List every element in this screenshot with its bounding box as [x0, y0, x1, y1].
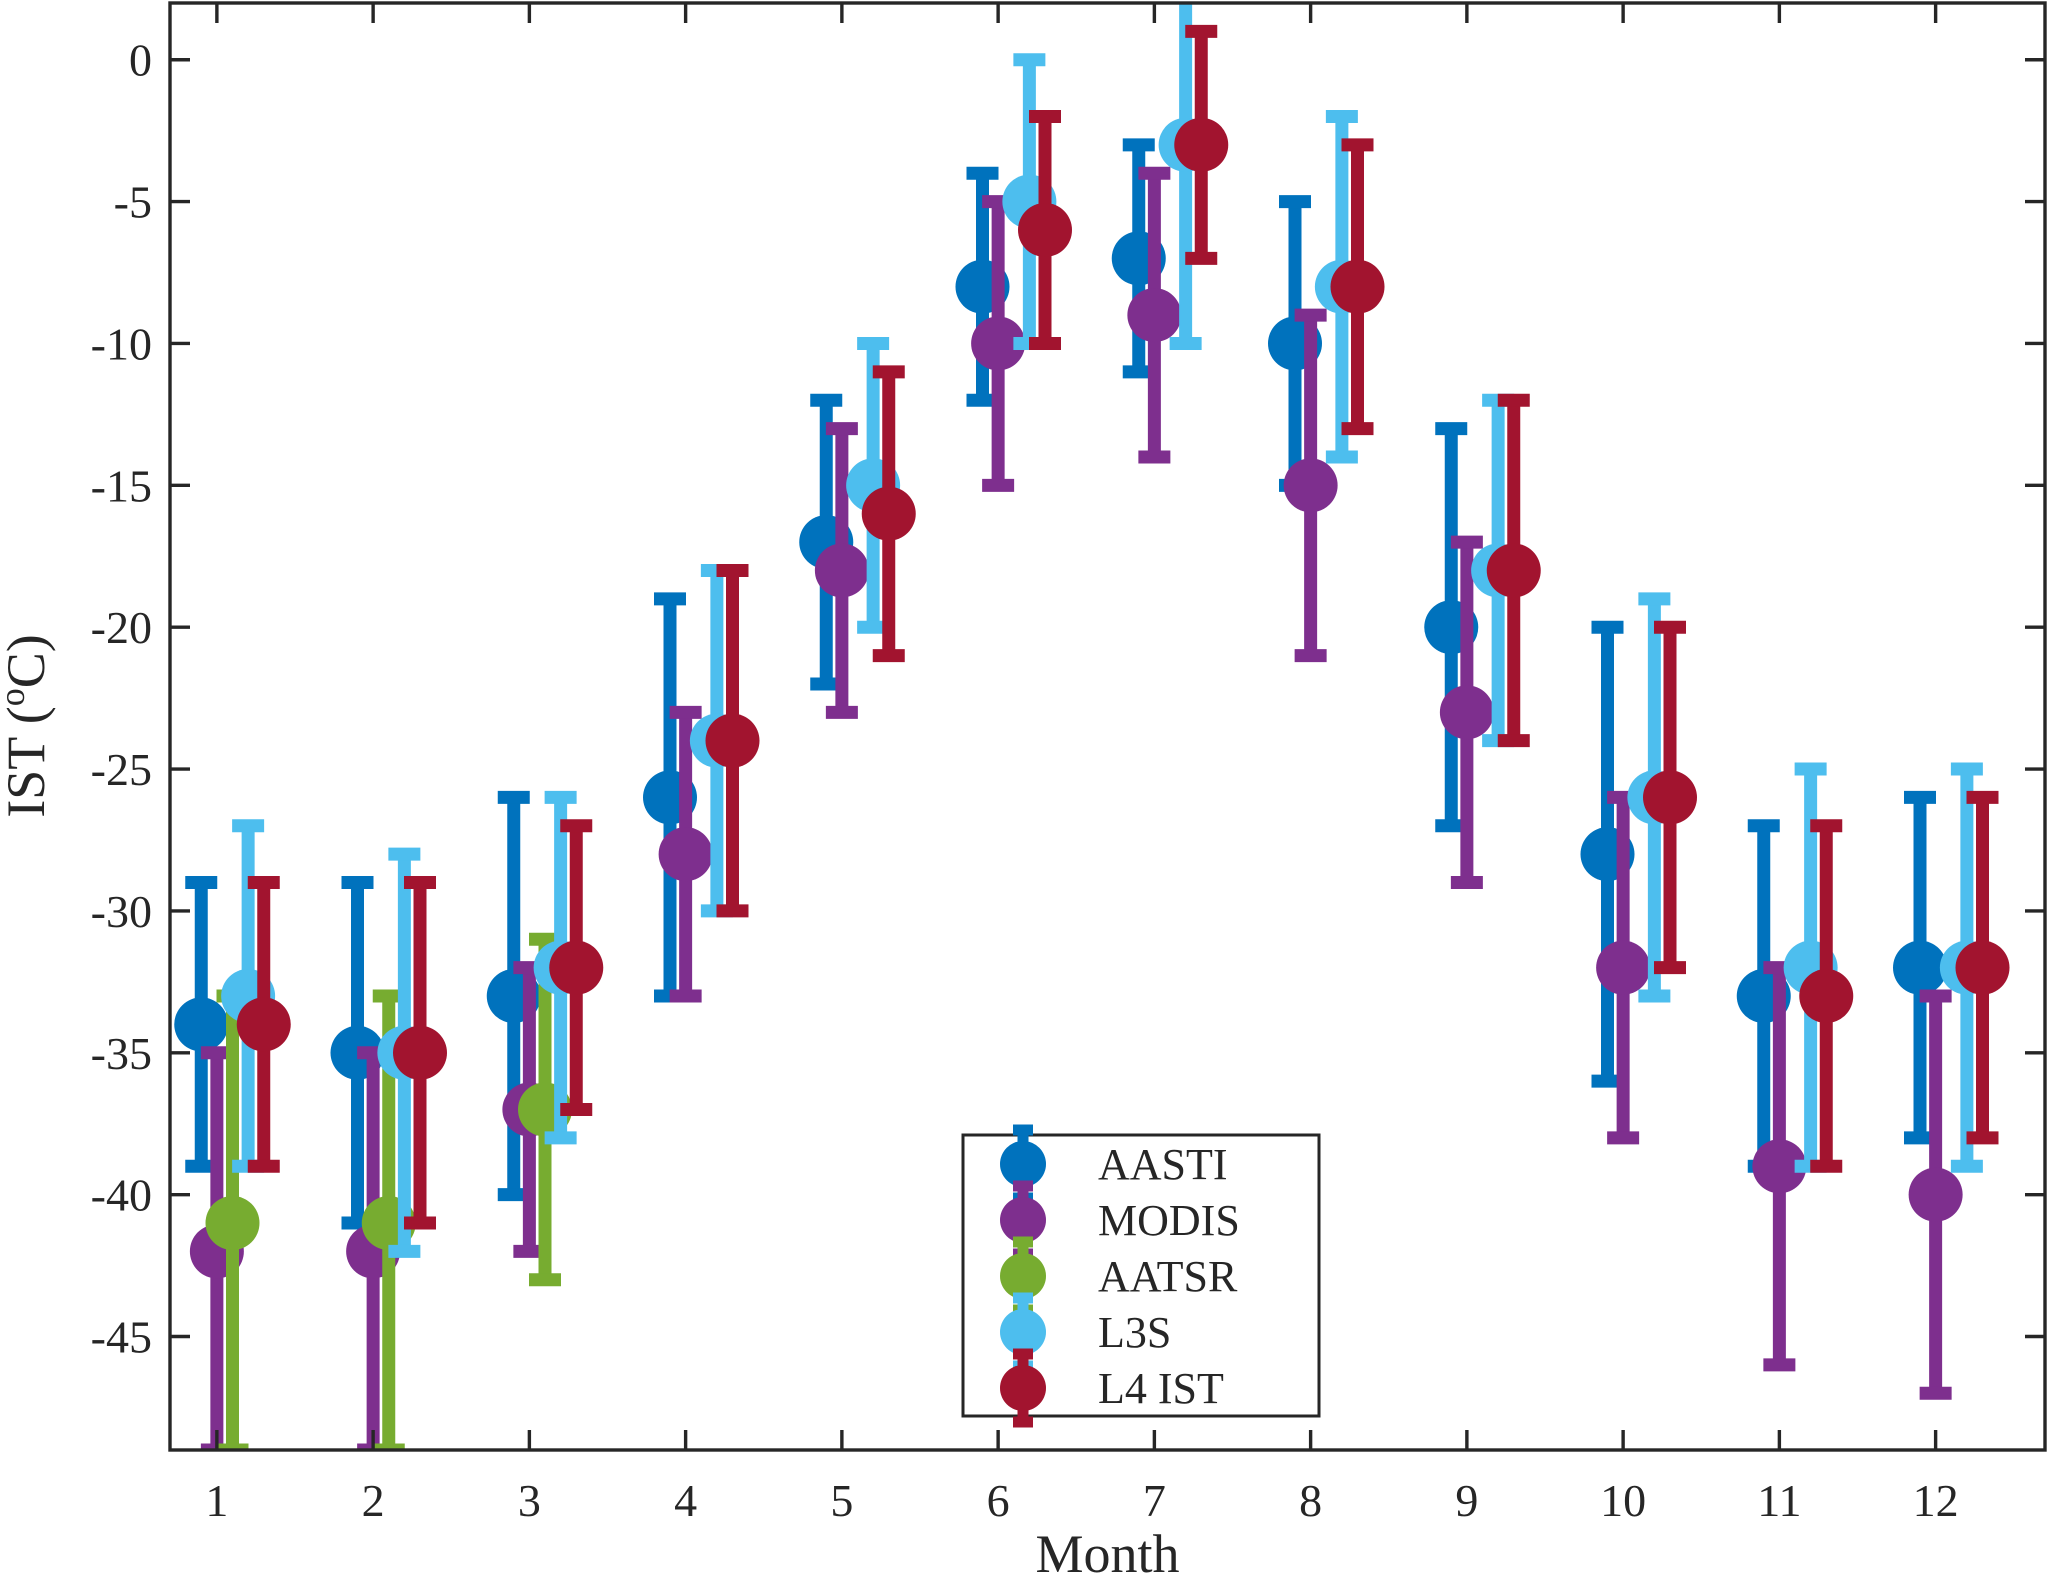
data-point [236, 997, 291, 1052]
legend-marker [1000, 1197, 1046, 1243]
x-tick-label: 7 [1143, 1475, 1166, 1526]
legend-entry: L4 IST [1000, 1348, 1224, 1428]
data-point [1283, 458, 1338, 513]
y-tick-label: -10 [91, 318, 152, 369]
data-point [1643, 770, 1697, 825]
data-point [1330, 259, 1385, 314]
legend-marker [1000, 1253, 1046, 1299]
x-tick-label: 4 [674, 1475, 697, 1526]
y-tick-label: -5 [114, 177, 152, 228]
plot-area [174, 3, 2010, 1450]
plot-border [168, 1, 2047, 1452]
x-tick-label: 5 [830, 1475, 853, 1526]
data-point [1127, 288, 1182, 343]
x-axis-label: Month [1035, 1524, 1179, 1582]
x-tick-label: 2 [362, 1475, 385, 1526]
series-aasti [174, 138, 1947, 1230]
data-point [861, 486, 916, 541]
data-point [1486, 543, 1541, 598]
x-tick-label: 3 [518, 1475, 541, 1526]
x-tick-label: 12 [1913, 1475, 1959, 1526]
x-tick-label: 9 [1455, 1475, 1478, 1526]
legend-entry: AASTI [1000, 1124, 1228, 1204]
legend-marker [1000, 1365, 1046, 1411]
legend-marker [1000, 1141, 1046, 1187]
x-tick-label: 1 [205, 1475, 228, 1526]
x-tick-label: 10 [1600, 1475, 1646, 1526]
data-point [205, 1196, 260, 1251]
data-point [1018, 202, 1072, 257]
y-tick-label: -20 [91, 602, 152, 653]
legend-entry: MODIS [1000, 1180, 1240, 1260]
legend-label: L3S [1098, 1308, 1171, 1357]
y-axis-label: IST (oC) [0, 634, 56, 818]
y-tick-label: -15 [91, 460, 152, 511]
legend-label: AASTI [1098, 1140, 1228, 1189]
data-point [1893, 940, 1947, 995]
data-point [1799, 969, 1854, 1024]
legend-entry: AATSR [1000, 1236, 1238, 1316]
legend-marker [1000, 1309, 1046, 1355]
legend-label: AATSR [1098, 1252, 1238, 1301]
data-point [549, 940, 604, 995]
legend: AASTI MODIS AATSR L3S L4 IST [961, 1124, 1321, 1428]
series-l4-ist [236, 24, 2010, 1230]
legend-label: L4 IST [1098, 1364, 1224, 1413]
data-point [174, 997, 229, 1052]
x-tick-label: 6 [987, 1475, 1010, 1526]
y-tick-label: -25 [91, 744, 152, 795]
data-point [1596, 940, 1651, 995]
data-point [1174, 117, 1229, 172]
data-point [705, 713, 760, 768]
data-point [658, 827, 713, 882]
legend-label: MODIS [1098, 1196, 1240, 1245]
data-point [1439, 685, 1494, 740]
legend-entry: L3S [1000, 1292, 1171, 1372]
x-tick-label: 11 [1757, 1475, 1801, 1526]
data-point [393, 1025, 447, 1080]
data-point [971, 316, 1026, 371]
data-point [1955, 940, 2010, 995]
data-point [1752, 1139, 1807, 1194]
y-tick-label: -30 [91, 886, 152, 937]
data-point [1908, 1167, 1963, 1222]
y-tick-label: -40 [91, 1170, 152, 1221]
x-tick-label: 8 [1299, 1475, 1322, 1526]
data-point [814, 543, 869, 598]
y-tick-label: 0 [129, 35, 152, 86]
axes: 1 2 3 4 5 6 7 8 9 10 11 120-5-10-15-20-25-30-35-40-… [91, 3, 2045, 1526]
y-tick-label: -35 [91, 1028, 152, 1079]
y-tick-label: -45 [91, 1312, 152, 1363]
